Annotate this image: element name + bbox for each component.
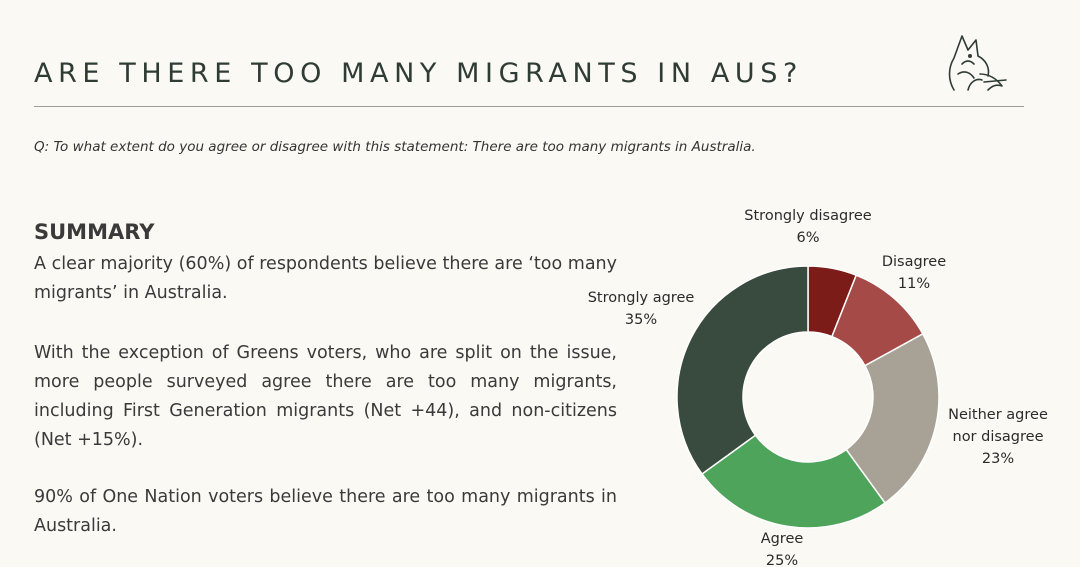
slice-label: Neither agree nor disagree 23% [948,407,1048,467]
summary-paragraph: 90% of One Nation voters believe there a… [34,487,617,536]
title-divider [34,106,1024,107]
summary-heading: SUMMARY [34,220,155,244]
fox-logo-icon [948,35,1007,91]
donut-slice-strongly-agree [676,265,809,476]
slice-label: Strongly disagree 6% [744,208,871,246]
summary-paragraph: A clear majority (60%) of respondents be… [34,254,617,303]
slice-label: Agree 25% [761,531,804,567]
donut-slice-agree [700,434,887,529]
slice-label: Disagree 11% [882,254,946,292]
donut-slice-neither-agree-nor-disagree [845,332,940,505]
donut-chart: Strongly disagree 6% Disagree 11% Neither ag… [588,208,1048,567]
summary-paragraph: With the exception of Greens voters, who… [34,343,617,450]
survey-question: Q: To what extent do you agree or disagr… [34,139,756,155]
slice-label: Strongly agree 35% [588,290,695,328]
page-title: ARE THERE TOO MANY MIGRANTS IN AUS? [34,58,803,89]
